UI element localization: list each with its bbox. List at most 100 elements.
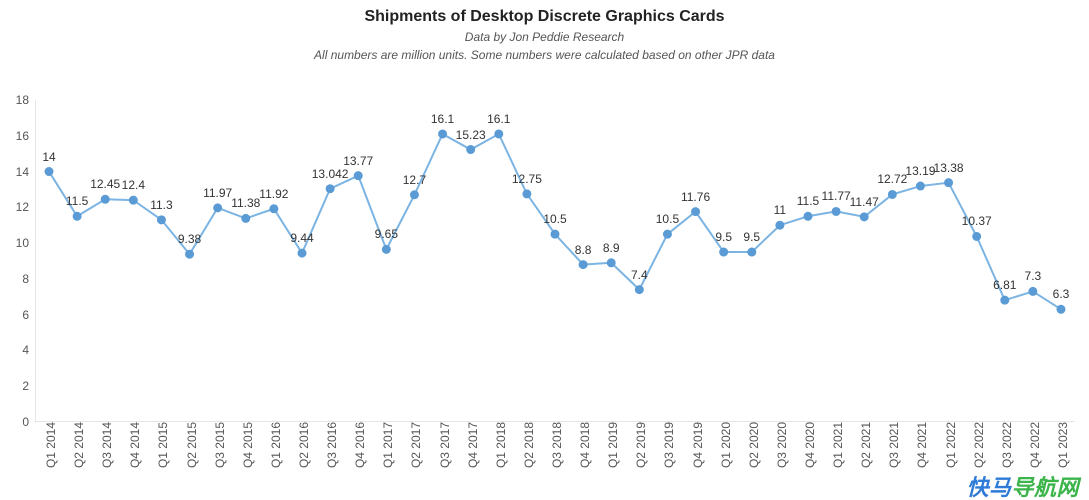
data-point: [860, 213, 868, 221]
data-label: 7.3: [1025, 269, 1042, 283]
y-tick-label: 6: [22, 308, 35, 322]
x-tick-label: Q4 2016: [349, 422, 367, 468]
x-tick-label: Q2 2022: [968, 422, 986, 468]
x-tick-label: Q4 2019: [687, 422, 705, 468]
data-point: [776, 221, 784, 229]
data-label: 11.3: [150, 198, 172, 212]
data-point: [888, 190, 896, 198]
data-label: 9.65: [375, 227, 398, 241]
data-point: [607, 259, 615, 267]
y-tick-label: 10: [16, 236, 35, 250]
data-label: 12.7: [403, 173, 426, 187]
data-label: 14: [42, 150, 55, 164]
data-point: [916, 182, 924, 190]
data-point: [410, 191, 418, 199]
data-point: [720, 248, 728, 256]
y-tick-label: 18: [16, 93, 35, 107]
data-point: [495, 130, 503, 138]
chart-svg: [35, 100, 1075, 422]
x-tick-label: Q1 2023: [1052, 422, 1070, 468]
data-label: 9.44: [290, 231, 313, 245]
data-point: [1029, 287, 1037, 295]
data-label: 9.5: [743, 230, 760, 244]
data-label: 11.77: [822, 189, 851, 203]
x-tick-label: Q1 2022: [940, 422, 958, 468]
data-label: 11.5: [797, 194, 819, 208]
chart-title: Shipments of Desktop Discrete Graphics C…: [0, 8, 1089, 26]
x-tick-label: Q4 2015: [237, 422, 255, 468]
data-label: 8.8: [575, 243, 592, 257]
data-point: [439, 130, 447, 138]
data-point: [382, 245, 390, 253]
data-label: 7.4: [631, 268, 648, 282]
x-tick-label: Q2 2017: [405, 422, 423, 468]
data-label: 11.47: [850, 195, 879, 209]
chart-subtitle-2: All numbers are million units. Some numb…: [0, 48, 1089, 62]
data-label: 12.45: [90, 177, 120, 191]
data-label: 10.37: [962, 214, 992, 228]
data-label: 9.38: [178, 232, 201, 246]
x-tick-label: Q1 2020: [715, 422, 733, 468]
data-label: 11: [774, 203, 786, 217]
x-tick-label: Q1 2014: [40, 422, 58, 468]
x-tick-label: Q1 2018: [490, 422, 508, 468]
x-tick-label: Q3 2020: [771, 422, 789, 468]
data-label: 15.23: [456, 128, 486, 142]
data-label: 13.77: [343, 154, 373, 168]
x-tick-label: Q4 2021: [911, 422, 929, 468]
x-tick-label: Q3 2022: [996, 422, 1014, 468]
x-tick-label: Q3 2016: [321, 422, 339, 468]
x-tick-label: Q2 2019: [630, 422, 648, 468]
x-tick-label: Q4 2018: [574, 422, 592, 468]
y-tick-label: 16: [16, 129, 35, 143]
data-label: 11.76: [681, 190, 710, 204]
data-label: 13.38: [934, 161, 964, 175]
data-point: [242, 214, 250, 222]
data-label: 12.75: [512, 172, 542, 186]
data-point: [467, 146, 475, 154]
x-tick-label: Q2 2018: [518, 422, 536, 468]
data-label: 12.4: [122, 178, 145, 192]
data-point: [748, 248, 756, 256]
data-point: [523, 190, 531, 198]
x-tick-label: Q3 2015: [209, 422, 227, 468]
x-tick-label: Q3 2019: [658, 422, 676, 468]
x-tick-label: Q1 2015: [152, 422, 170, 468]
x-tick-label: Q2 2020: [743, 422, 761, 468]
data-label: 13.042: [312, 167, 349, 181]
data-label: 13.19: [905, 164, 935, 178]
x-tick-label: Q2 2015: [181, 422, 199, 468]
data-point: [804, 212, 812, 220]
data-point: [973, 232, 981, 240]
data-label: 11.97: [203, 186, 232, 200]
data-label: 9.5: [715, 230, 732, 244]
x-tick-label: Q4 2022: [1024, 422, 1042, 468]
data-point: [101, 195, 109, 203]
y-tick-label: 2: [22, 379, 35, 393]
data-point: [73, 212, 81, 220]
data-point: [635, 286, 643, 294]
y-tick-label: 14: [16, 165, 35, 179]
data-point: [157, 216, 165, 224]
x-tick-label: Q4 2014: [124, 422, 142, 468]
data-point: [298, 249, 306, 257]
x-tick-label: Q3 2014: [96, 422, 114, 468]
x-tick-label: Q1 2021: [827, 422, 845, 468]
data-label: 10.5: [656, 212, 679, 226]
y-tick-label: 0: [22, 415, 35, 429]
x-tick-label: Q3 2021: [883, 422, 901, 468]
data-point: [45, 168, 53, 176]
y-tick-label: 4: [22, 343, 35, 357]
data-point: [186, 250, 194, 258]
data-point: [1001, 296, 1009, 304]
data-label: 11.5: [66, 194, 88, 208]
line-chart: 024681012141618Q1 2014Q2 2014Q3 2014Q4 2…: [35, 100, 1075, 422]
data-point: [663, 230, 671, 238]
data-point: [354, 172, 362, 180]
x-tick-label: Q4 2017: [462, 422, 480, 468]
data-point: [579, 261, 587, 269]
data-label: 11.38: [231, 196, 260, 210]
x-tick-label: Q3 2018: [546, 422, 564, 468]
data-label: 12.72: [877, 172, 907, 186]
x-tick-label: Q1 2019: [602, 422, 620, 468]
